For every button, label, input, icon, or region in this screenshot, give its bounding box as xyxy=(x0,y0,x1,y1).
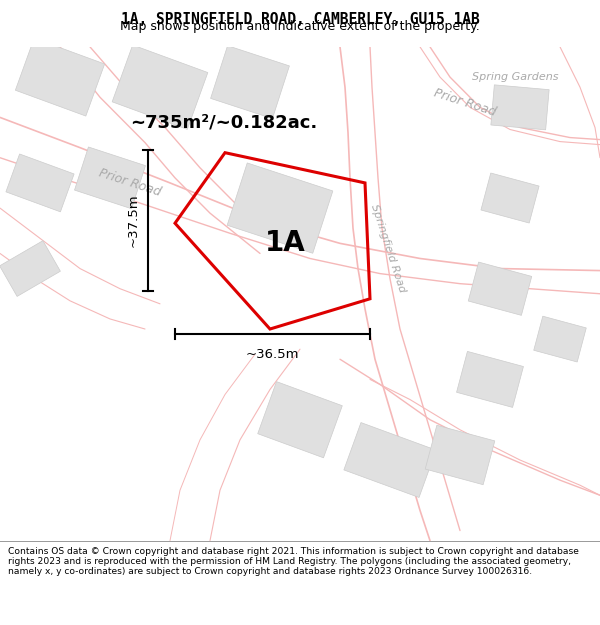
Text: ~36.5m: ~36.5m xyxy=(246,348,299,361)
Text: Springfield Road: Springfield Road xyxy=(369,203,407,294)
Text: Contains OS data © Crown copyright and database right 2021. This information is : Contains OS data © Crown copyright and d… xyxy=(8,546,578,576)
Polygon shape xyxy=(227,163,333,253)
Text: Prior Road: Prior Road xyxy=(97,167,163,199)
Polygon shape xyxy=(468,262,532,316)
Text: Prior Road: Prior Road xyxy=(432,86,498,119)
Polygon shape xyxy=(425,425,495,485)
Polygon shape xyxy=(112,45,208,129)
Polygon shape xyxy=(6,154,74,212)
Polygon shape xyxy=(74,147,145,209)
Polygon shape xyxy=(457,351,523,408)
Polygon shape xyxy=(534,316,586,362)
Text: ~37.5m: ~37.5m xyxy=(127,193,140,247)
Text: 1A, SPRINGFIELD ROAD, CAMBERLEY, GU15 1AB: 1A, SPRINGFIELD ROAD, CAMBERLEY, GU15 1A… xyxy=(121,12,479,27)
Polygon shape xyxy=(211,46,289,119)
Polygon shape xyxy=(491,85,549,130)
Text: 1A: 1A xyxy=(265,229,305,258)
Text: Spring Gardens: Spring Gardens xyxy=(472,72,558,82)
Text: ~735m²/~0.182ac.: ~735m²/~0.182ac. xyxy=(130,114,317,131)
Polygon shape xyxy=(481,173,539,223)
Polygon shape xyxy=(16,38,104,116)
Text: Map shows position and indicative extent of the property.: Map shows position and indicative extent… xyxy=(120,20,480,32)
Polygon shape xyxy=(0,241,61,296)
Polygon shape xyxy=(344,422,436,498)
Polygon shape xyxy=(258,382,342,458)
